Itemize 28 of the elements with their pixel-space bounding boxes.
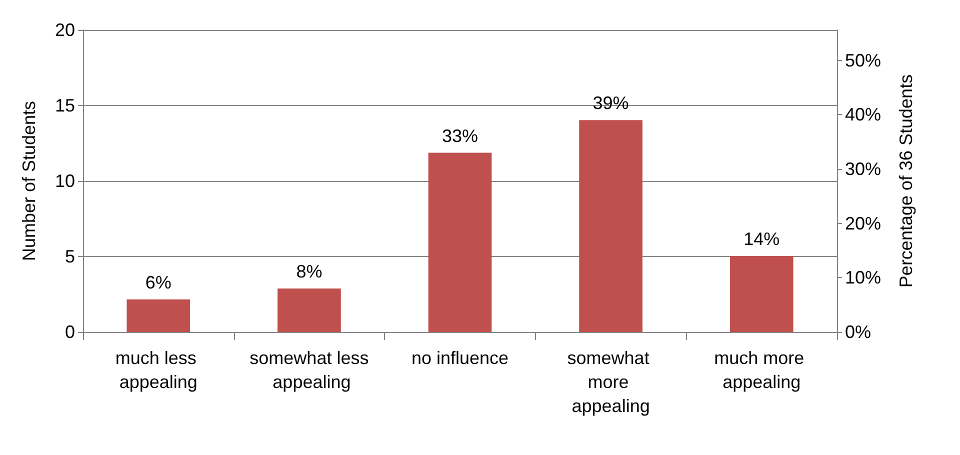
y-axis-title: Number of Students	[19, 100, 39, 262]
data-label: 8%	[296, 262, 322, 282]
x-tick-label: much more appealing	[714, 348, 810, 392]
y2-axis-title: Percentage of 36 Students	[896, 74, 916, 288]
x-tick-label: much less appealing	[115, 348, 202, 392]
y2-tick-label: 50%	[845, 50, 882, 70]
y2-tick-label: 40%	[845, 104, 882, 125]
y-tick-label: 0	[64, 322, 75, 342]
bar	[428, 152, 492, 332]
y-tick-label: 5	[64, 246, 75, 266]
data-label: 14%	[744, 228, 780, 249]
y-tick-label: 10	[54, 171, 75, 191]
bar	[730, 256, 794, 332]
data-label: 33%	[442, 126, 478, 146]
x-tick-label: somewhat more appealing	[567, 348, 654, 416]
y2-tick-label: 0%	[845, 322, 872, 342]
y2-tick-label: 30%	[845, 159, 882, 180]
x-tick-label: somewhat less appealing	[250, 348, 369, 392]
y2-tick-label: 10%	[845, 268, 882, 288]
y-tick-label: 15	[54, 96, 75, 116]
bar	[278, 288, 341, 332]
data-label: 39%	[592, 93, 629, 114]
y2-tick-label: 20%	[845, 213, 882, 234]
x-tick-label: no influence	[411, 348, 509, 368]
y-tick-label: 20	[54, 20, 75, 40]
bar	[126, 299, 190, 332]
bar	[579, 120, 642, 332]
data-label: 6%	[145, 272, 172, 292]
